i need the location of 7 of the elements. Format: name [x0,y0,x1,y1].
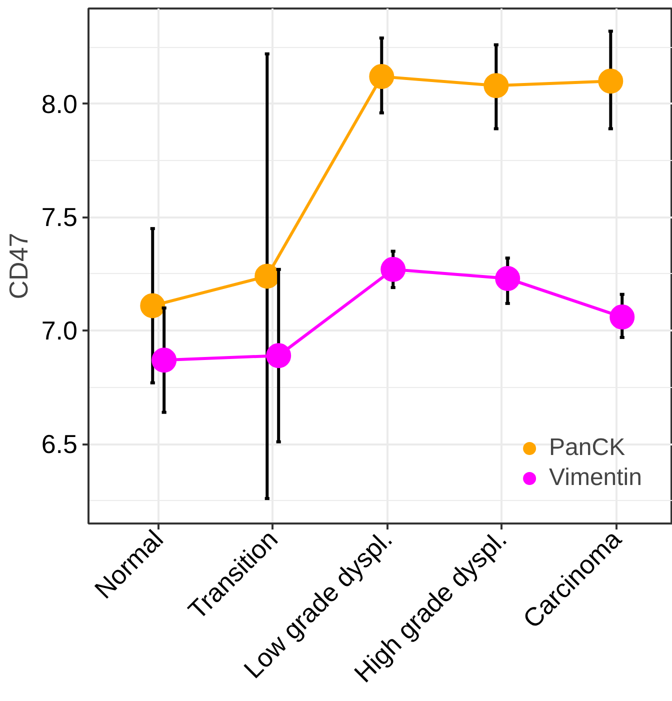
legend-label: PanCK [549,434,626,462]
y-tick-label: 7.5 [41,202,78,232]
y-axis-title: CD47 [3,232,34,300]
y-tick-label: 8.0 [41,88,78,119]
y-tick-label: 7.0 [41,316,78,346]
y-tick-label: 6.5 [41,429,78,460]
legend-label: Vimentin [549,464,642,492]
